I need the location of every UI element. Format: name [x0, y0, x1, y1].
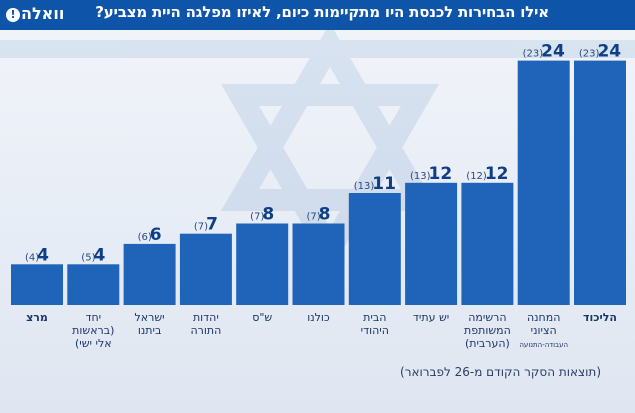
- previous-value: (12): [466, 171, 487, 182]
- tick-label: ביתנו: [138, 324, 161, 337]
- current-value: 6: [150, 225, 162, 245]
- tick-label: המחנה: [527, 311, 560, 324]
- data-label: 12(12): [466, 164, 508, 184]
- current-value: 7: [206, 215, 218, 235]
- tick-label: היהודי: [361, 324, 389, 337]
- tick-label: יש עתיד: [413, 311, 449, 324]
- current-value: 8: [319, 205, 331, 225]
- tick-label: יהדות: [193, 311, 219, 324]
- bar: [574, 61, 626, 305]
- tick-label: אלי ישי): [75, 337, 112, 350]
- data-label: 4(4): [25, 245, 49, 265]
- data-label: 12(13): [410, 164, 452, 184]
- tick-label: העבודה-התנועה: [519, 341, 568, 349]
- bar: [405, 183, 457, 305]
- current-value: 8: [262, 205, 274, 225]
- tick-label: (בראשות: [72, 324, 114, 337]
- bar: [461, 183, 513, 305]
- tick-label: ש"ס: [252, 311, 272, 324]
- tick-label: הרשימה: [468, 311, 506, 324]
- current-value: 24: [541, 42, 565, 62]
- previous-value: (13): [354, 181, 375, 192]
- footnote-previous-poll: (תוצאות הסקר הקודם מ-26 לפברואר): [400, 365, 601, 379]
- bar: [67, 264, 119, 305]
- bar: [518, 61, 570, 305]
- tick-label: הבית: [363, 311, 386, 324]
- tick-label: יחד: [85, 311, 101, 324]
- tick-label: מרצ: [26, 311, 48, 324]
- current-value: 12: [485, 164, 509, 184]
- data-label: 7(7): [194, 215, 218, 235]
- tick-label: כולנו: [307, 311, 330, 324]
- tick-label: המשותפת: [464, 324, 511, 337]
- bar: [349, 193, 401, 305]
- tick-label: ישראל: [135, 311, 165, 324]
- tick-label: (הערבית): [465, 337, 510, 350]
- bar: [293, 224, 345, 306]
- bar: [180, 234, 232, 305]
- current-value: 12: [429, 164, 453, 184]
- current-value: 24: [597, 42, 621, 62]
- bar: [236, 224, 288, 306]
- previous-value: (23): [579, 49, 600, 60]
- data-label: 6(6): [138, 225, 162, 245]
- tick-label: הליכוד: [583, 311, 617, 324]
- bar: [124, 244, 176, 305]
- current-value: 4: [93, 245, 105, 265]
- tick-label: התורה: [190, 324, 221, 337]
- current-value: 4: [37, 245, 49, 265]
- bar: [11, 264, 63, 305]
- previous-value: (13): [410, 171, 431, 182]
- data-label: 4(5): [81, 245, 105, 265]
- previous-value: (23): [523, 49, 544, 60]
- tick-label: הציוני: [531, 324, 557, 337]
- current-value: 11: [372, 174, 396, 194]
